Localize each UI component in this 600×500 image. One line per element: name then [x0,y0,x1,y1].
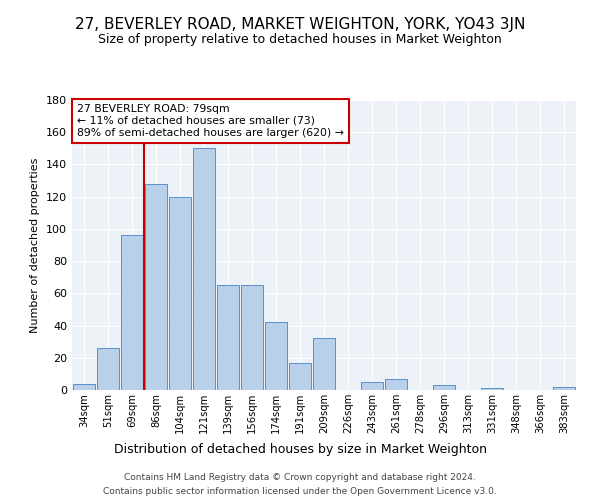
Bar [241,286,263,390]
Bar [553,387,575,390]
Text: 27, BEVERLEY ROAD, MARKET WEIGHTON, YORK, YO43 3JN: 27, BEVERLEY ROAD, MARKET WEIGHTON, YORK… [75,18,525,32]
Bar [169,196,191,390]
Bar [217,286,239,390]
Y-axis label: Number of detached properties: Number of detached properties [31,158,40,332]
Text: Contains HM Land Registry data © Crown copyright and database right 2024.: Contains HM Land Registry data © Crown c… [124,472,476,482]
Bar [265,322,287,390]
Text: Contains public sector information licensed under the Open Government Licence v3: Contains public sector information licen… [103,488,497,496]
Bar [145,184,167,390]
Bar [361,382,383,390]
Bar [433,385,455,390]
Bar [97,348,119,390]
Bar [73,384,95,390]
Bar [385,378,407,390]
Text: Size of property relative to detached houses in Market Weighton: Size of property relative to detached ho… [98,32,502,46]
Text: Distribution of detached houses by size in Market Weighton: Distribution of detached houses by size … [113,442,487,456]
Bar [313,338,335,390]
Bar [289,362,311,390]
Bar [121,236,143,390]
Text: 27 BEVERLEY ROAD: 79sqm
← 11% of detached houses are smaller (73)
89% of semi-de: 27 BEVERLEY ROAD: 79sqm ← 11% of detache… [77,104,344,138]
Bar [193,148,215,390]
Bar [481,388,503,390]
